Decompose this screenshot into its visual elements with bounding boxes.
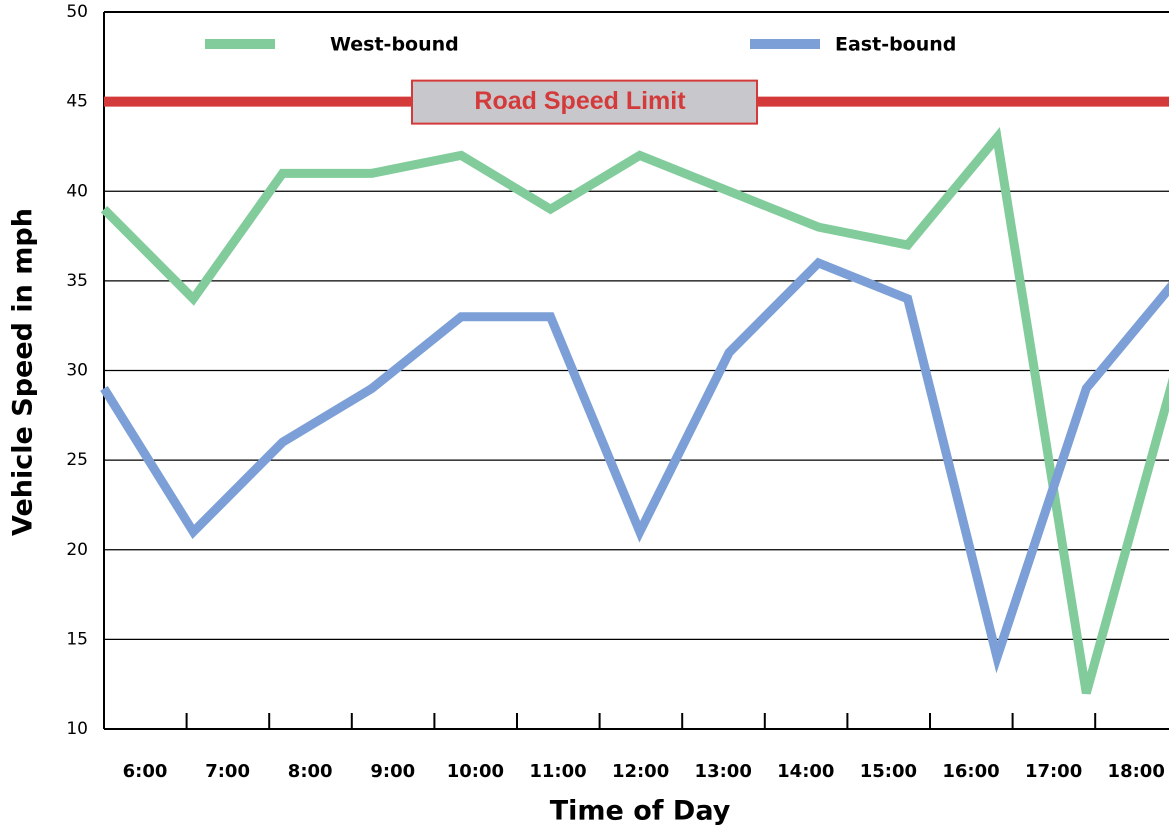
y-tick-label: 20 xyxy=(66,540,88,560)
y-axis-label: Vehicle Speed in mph xyxy=(8,208,39,536)
y-tick-label: 30 xyxy=(66,361,88,381)
legend-label: West-bound xyxy=(330,34,459,56)
x-tick-label: 9:00 xyxy=(370,761,415,782)
x-tick-label: 14:00 xyxy=(777,761,834,782)
x-tick-label: 10:00 xyxy=(447,761,504,782)
reference-label-box xyxy=(411,79,758,125)
x-tick-label: 16:00 xyxy=(942,761,999,782)
y-tick-label: 45 xyxy=(66,92,88,112)
y-tick-label: 35 xyxy=(66,271,88,291)
reference-label: Road Speed Limit xyxy=(474,87,686,115)
x-tick-label: 12:00 xyxy=(612,761,669,782)
x-tick-label: 7:00 xyxy=(205,761,250,782)
series-line xyxy=(100,257,1169,674)
x-tick-label: 17:00 xyxy=(1025,761,1082,782)
legend-label: East-bound xyxy=(835,34,956,56)
y-tick-label: 50 xyxy=(66,2,88,22)
y-tick-label: 40 xyxy=(66,181,88,201)
x-tick-label: 11:00 xyxy=(529,761,586,782)
x-tick-label: 8:00 xyxy=(288,761,333,782)
y-tick-label: 25 xyxy=(66,450,88,470)
y-tick-label: 15 xyxy=(66,629,88,649)
x-axis-label: Time of Day xyxy=(550,796,731,827)
x-tick-label: 13:00 xyxy=(695,761,752,782)
series-line xyxy=(100,126,1169,695)
x-tick-label: 15:00 xyxy=(860,761,917,782)
x-tick-label: 18:00 xyxy=(1108,761,1165,782)
x-tick-label: 6:00 xyxy=(123,761,168,782)
y-tick-label: 10 xyxy=(66,719,88,739)
